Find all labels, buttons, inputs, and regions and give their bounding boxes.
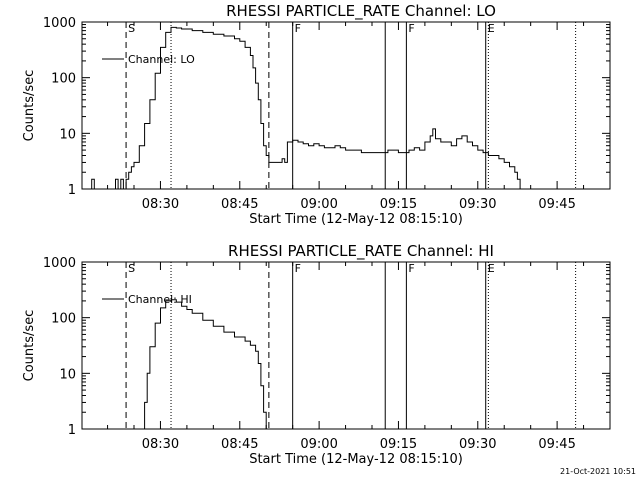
y-axis-label: Counts/sec (22, 310, 37, 382)
event-marker-label: F (295, 22, 301, 35)
y-tick-label: 1000 (43, 16, 76, 31)
y-tick-label: 10 (59, 367, 76, 382)
event-marker-label: E (488, 262, 495, 275)
event-marker-label: S (128, 262, 135, 275)
x-tick-label: 08:30 (142, 437, 179, 452)
timestamp: 21-Oct-2021 10:51 (560, 467, 636, 476)
x-tick-label: 09:15 (380, 437, 417, 452)
event-marker-label: E (488, 22, 495, 35)
x-tick-label: 08:45 (221, 197, 258, 212)
x-tick-label: 09:00 (300, 197, 337, 212)
x-axis-label: Start Time (12-May-12 08:15:10) (249, 452, 463, 467)
x-tick-label: 08:30 (142, 197, 179, 212)
x-tick-label: 09:15 (380, 197, 417, 212)
data-series-line (89, 26, 521, 190)
event-marker-label: F (408, 22, 414, 35)
legend-label: Channel: LO (128, 53, 195, 66)
data-series-line (141, 299, 267, 430)
y-tick-label: 1000 (43, 256, 76, 271)
y-tick-label: 1 (68, 183, 76, 198)
x-axis-label: Start Time (12-May-12 08:15:10) (249, 212, 463, 227)
y-tick-label: 1 (68, 423, 76, 438)
y-tick-label: 100 (51, 72, 76, 87)
chart-title: RHESSI PARTICLE_RATE Channel: LO (226, 2, 496, 21)
x-tick-label: 09:30 (459, 197, 496, 212)
x-tick-label: 09:45 (538, 197, 575, 212)
y-tick-label: 100 (51, 312, 76, 327)
x-tick-label: 09:45 (538, 437, 575, 452)
plot-frame (81, 261, 611, 430)
y-tick-label: 10 (59, 127, 76, 142)
legend-label: Channel: HI (128, 293, 192, 306)
chart-title: RHESSI PARTICLE_RATE Channel: HI (228, 242, 494, 261)
x-tick-label: 09:30 (459, 437, 496, 452)
y-axis-label: Counts/sec (22, 70, 37, 142)
event-marker-label: F (295, 262, 301, 275)
event-marker-label: S (128, 22, 135, 35)
x-tick-label: 09:00 (300, 437, 337, 452)
event-marker-label: F (408, 262, 414, 275)
x-tick-label: 08:45 (221, 437, 258, 452)
